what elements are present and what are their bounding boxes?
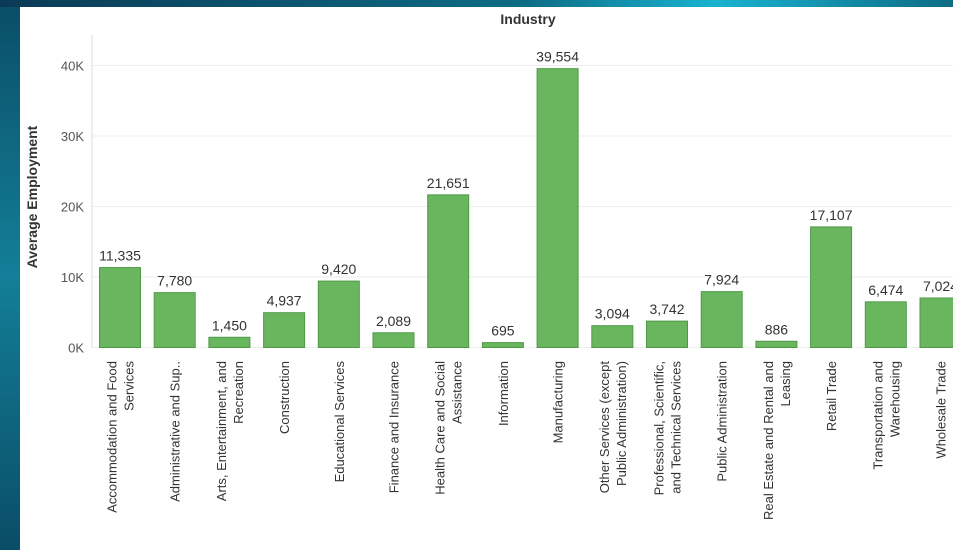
y-tick-label: 20K xyxy=(61,200,84,215)
category-label-line: Accommodation and Food xyxy=(105,361,120,513)
category-label: Health Care and Social Assistance xyxy=(433,361,465,495)
y-tick-label: 0K xyxy=(68,341,84,356)
bar-chart: Industry Average Employment 0K 10K 20K 30K 4… xyxy=(24,11,953,520)
window-frame-left xyxy=(0,0,20,550)
category-label-line: Services xyxy=(122,361,137,411)
bar[interactable] xyxy=(153,292,196,348)
category-label-line: Transportation and xyxy=(870,361,885,470)
category-label-line: Public Administration) xyxy=(614,361,629,486)
data-label: 7,924 xyxy=(704,272,739,288)
category-label: Finance and Insurance xyxy=(387,361,402,493)
category-label: Public Administration xyxy=(715,361,730,482)
data-label: 11,335 xyxy=(99,248,141,264)
bars xyxy=(99,68,953,349)
category-label-line: Finance and Insurance xyxy=(387,361,402,493)
category-label: Construction xyxy=(277,361,292,434)
data-label: 39,554 xyxy=(536,49,579,65)
data-label: 695 xyxy=(491,323,515,339)
y-tick-label: 10K xyxy=(61,270,84,285)
category-label: Wholesale Trade xyxy=(934,361,949,459)
data-label: 9,420 xyxy=(321,261,356,277)
category-label: Transportation and Warehousing xyxy=(870,361,902,470)
bar[interactable] xyxy=(427,194,470,348)
data-label: 886 xyxy=(765,321,789,337)
x-axis-labels: Accommodation and Food Services Administra… xyxy=(105,361,949,520)
category-label-line: Educational Services xyxy=(332,361,347,483)
chart-panel: Industry Average Employment 0K 10K 20K 30K 4… xyxy=(20,7,953,550)
category-label: Professional, Scientific, and Technical S… xyxy=(652,361,684,496)
bar[interactable] xyxy=(700,291,743,349)
category-label-line: Public Administration xyxy=(715,361,730,482)
data-label: 6,474 xyxy=(868,282,903,298)
bar[interactable] xyxy=(372,332,415,349)
category-label-line: and Technical Services xyxy=(669,361,684,494)
grid-lines xyxy=(91,35,953,348)
category-label-line: Arts, Entertainment, and xyxy=(214,361,229,501)
category-label-line: Administrative and Sup.. xyxy=(168,361,183,502)
data-label: 7,024 xyxy=(923,278,953,294)
category-label-line: Retail Trade xyxy=(824,361,839,431)
bar[interactable] xyxy=(864,301,907,349)
category-label-line: Real Estate and Rental and xyxy=(761,361,776,520)
y-tick-label: 30K xyxy=(61,129,84,144)
data-label: 2,089 xyxy=(376,313,411,329)
data-labels: 11,335 7,780 1,450 4,937 9,420 2,089 21,651 695… xyxy=(99,49,953,339)
category-label-line: Construction xyxy=(277,361,292,434)
category-label: Accommodation and Food Services xyxy=(105,361,137,513)
category-label-line: Warehousing xyxy=(887,361,902,437)
data-label: 3,742 xyxy=(649,301,684,317)
chart-header-title: Industry xyxy=(500,11,555,27)
data-label: 17,107 xyxy=(810,207,853,223)
bar[interactable] xyxy=(755,340,798,348)
category-label-line: Recreation xyxy=(231,361,246,424)
data-label: 1,450 xyxy=(212,317,247,333)
y-axis-title: Average Employment xyxy=(24,125,40,268)
category-label: Arts, Entertainment, and Recreation xyxy=(214,361,246,501)
data-label: 7,780 xyxy=(157,273,192,289)
bar[interactable] xyxy=(317,280,360,348)
data-label: 3,094 xyxy=(595,306,630,322)
bar[interactable] xyxy=(591,325,634,348)
category-label-line: Wholesale Trade xyxy=(934,361,949,459)
data-label: 4,937 xyxy=(267,293,302,309)
category-label: Retail Trade xyxy=(824,361,839,431)
bar[interactable] xyxy=(208,336,251,348)
category-label-line: Manufacturing xyxy=(551,361,566,443)
category-label: Educational Services xyxy=(332,361,347,483)
category-label-line: Health Care and Social xyxy=(433,361,448,495)
bar[interactable] xyxy=(481,342,524,348)
data-label: 21,651 xyxy=(427,175,470,191)
category-label: Information xyxy=(496,361,511,426)
category-label: Manufacturing xyxy=(551,361,566,443)
category-label: Administrative and Sup.. xyxy=(168,361,183,502)
bar[interactable] xyxy=(536,68,579,349)
y-tick-label: 40K xyxy=(61,59,84,74)
category-label-line: Other Services (except xyxy=(597,361,612,494)
category-label-line: Information xyxy=(496,361,511,426)
bar[interactable] xyxy=(263,312,306,349)
y-axis-ticks: 0K 10K 20K 30K 40K xyxy=(61,59,84,356)
category-label: Other Services (except Public Administrat… xyxy=(597,361,629,494)
bar[interactable] xyxy=(810,226,853,348)
category-label: Real Estate and Rental and Leasing xyxy=(761,361,793,520)
bar[interactable] xyxy=(99,267,141,349)
bar[interactable] xyxy=(919,297,953,349)
category-label-line: Professional, Scientific, xyxy=(652,361,667,495)
bar[interactable] xyxy=(646,320,688,348)
window-frame-top xyxy=(0,0,953,7)
category-label-line: Leasing xyxy=(778,361,793,407)
category-label-line: Assistance xyxy=(450,361,465,424)
